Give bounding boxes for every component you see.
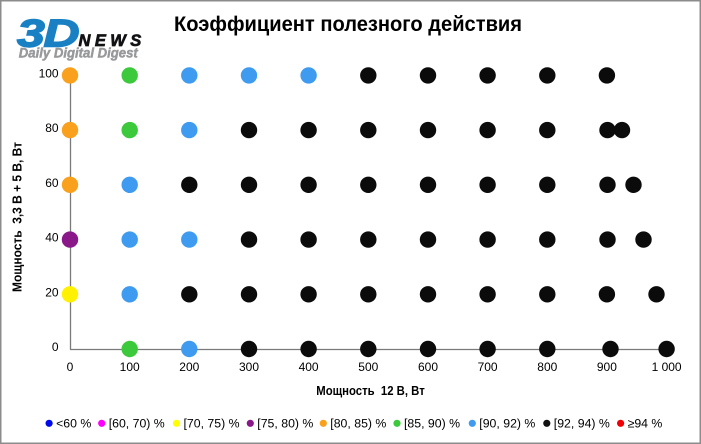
svg-text:40: 40	[45, 231, 59, 245]
svg-text:[70, 75) %: [70, 75) %	[184, 417, 240, 431]
svg-text:200: 200	[179, 360, 199, 374]
svg-text:1 000: 1 000	[652, 360, 682, 374]
svg-text:400: 400	[299, 360, 319, 374]
svg-text:Коэффициент полезного действия: Коэффициент полезного действия	[174, 13, 522, 36]
svg-text:0: 0	[67, 360, 74, 374]
svg-text:[80, 85) %: [80, 85) %	[330, 417, 386, 431]
svg-text:Daily Digital Digest: Daily Digital Digest	[19, 46, 138, 61]
svg-text:800: 800	[537, 360, 557, 374]
svg-text:60: 60	[45, 176, 59, 190]
svg-text:[90, 92) %: [90, 92) %	[479, 417, 535, 431]
svg-text:[60, 70) %: [60, 70) %	[109, 417, 165, 431]
svg-text:≥94 %: ≥94 %	[628, 417, 663, 431]
svg-text:20: 20	[45, 285, 59, 299]
svg-text:100: 100	[39, 67, 59, 81]
svg-text:NEWS: NEWS	[79, 32, 146, 50]
svg-text:<60 %: <60 %	[56, 417, 91, 431]
svg-text:[85, 90) %: [85, 90) %	[404, 417, 460, 431]
svg-text:[75, 80) %: [75, 80) %	[257, 417, 313, 431]
svg-text:300: 300	[239, 360, 259, 374]
svg-text:Мощность 12 В, Вт: Мощность 12 В, Вт	[316, 383, 425, 398]
svg-text:600: 600	[418, 360, 438, 374]
svg-text:0: 0	[52, 340, 59, 354]
svg-text:3D: 3D	[17, 11, 79, 55]
svg-text:100: 100	[120, 360, 140, 374]
svg-text:900: 900	[597, 360, 617, 374]
svg-text:80: 80	[45, 121, 59, 135]
svg-text:700: 700	[478, 360, 498, 374]
svg-text:Мощность 3,3 В + 5 В, Вт: Мощность 3,3 В + 5 В, Вт	[10, 142, 25, 292]
svg-text:500: 500	[358, 360, 378, 374]
svg-text:[92, 94) %: [92, 94) %	[554, 417, 610, 431]
